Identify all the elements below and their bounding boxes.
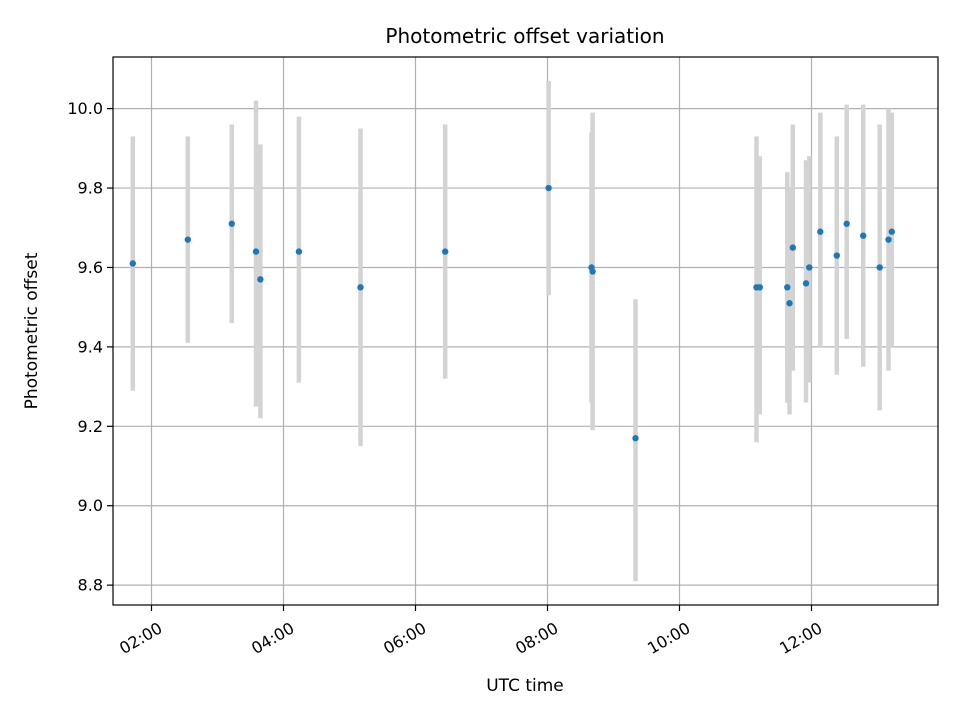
data-point bbox=[885, 236, 892, 243]
data-point bbox=[357, 284, 364, 291]
data-point bbox=[257, 276, 264, 283]
data-point bbox=[589, 268, 596, 275]
data-point bbox=[545, 184, 552, 192]
y-tick-label: 8.8 bbox=[78, 576, 103, 595]
data-point bbox=[843, 220, 850, 227]
data-point bbox=[756, 284, 763, 291]
y-tick-label: 10.0 bbox=[67, 99, 103, 118]
data-points bbox=[129, 184, 895, 442]
data-point bbox=[888, 228, 895, 235]
data-point bbox=[228, 220, 235, 227]
y-tick-label: 9.2 bbox=[78, 417, 103, 436]
data-point bbox=[806, 264, 813, 271]
plot-frame bbox=[112, 56, 939, 606]
data-point bbox=[632, 435, 639, 442]
data-point bbox=[817, 228, 824, 235]
y-tick-label: 9.0 bbox=[78, 496, 103, 515]
data-point bbox=[802, 280, 810, 287]
y-tick-label: 9.4 bbox=[78, 337, 103, 356]
data-point bbox=[442, 248, 449, 255]
data-point bbox=[786, 300, 793, 307]
data-point bbox=[129, 260, 136, 267]
y-tick-label: 9.6 bbox=[78, 258, 103, 277]
data-point bbox=[860, 232, 867, 239]
y-tick-label: 9.8 bbox=[78, 179, 103, 198]
data-point bbox=[295, 248, 303, 255]
x-axis-label: UTC time bbox=[486, 676, 564, 696]
data-point bbox=[833, 252, 840, 259]
data-point bbox=[252, 248, 260, 255]
data-point bbox=[184, 236, 191, 243]
data-point bbox=[789, 244, 796, 251]
data-point bbox=[876, 264, 883, 271]
chart-title: Photometric offset variation bbox=[385, 24, 664, 48]
y-axis-label: Photometric offset bbox=[22, 252, 42, 409]
data-point bbox=[784, 284, 791, 291]
